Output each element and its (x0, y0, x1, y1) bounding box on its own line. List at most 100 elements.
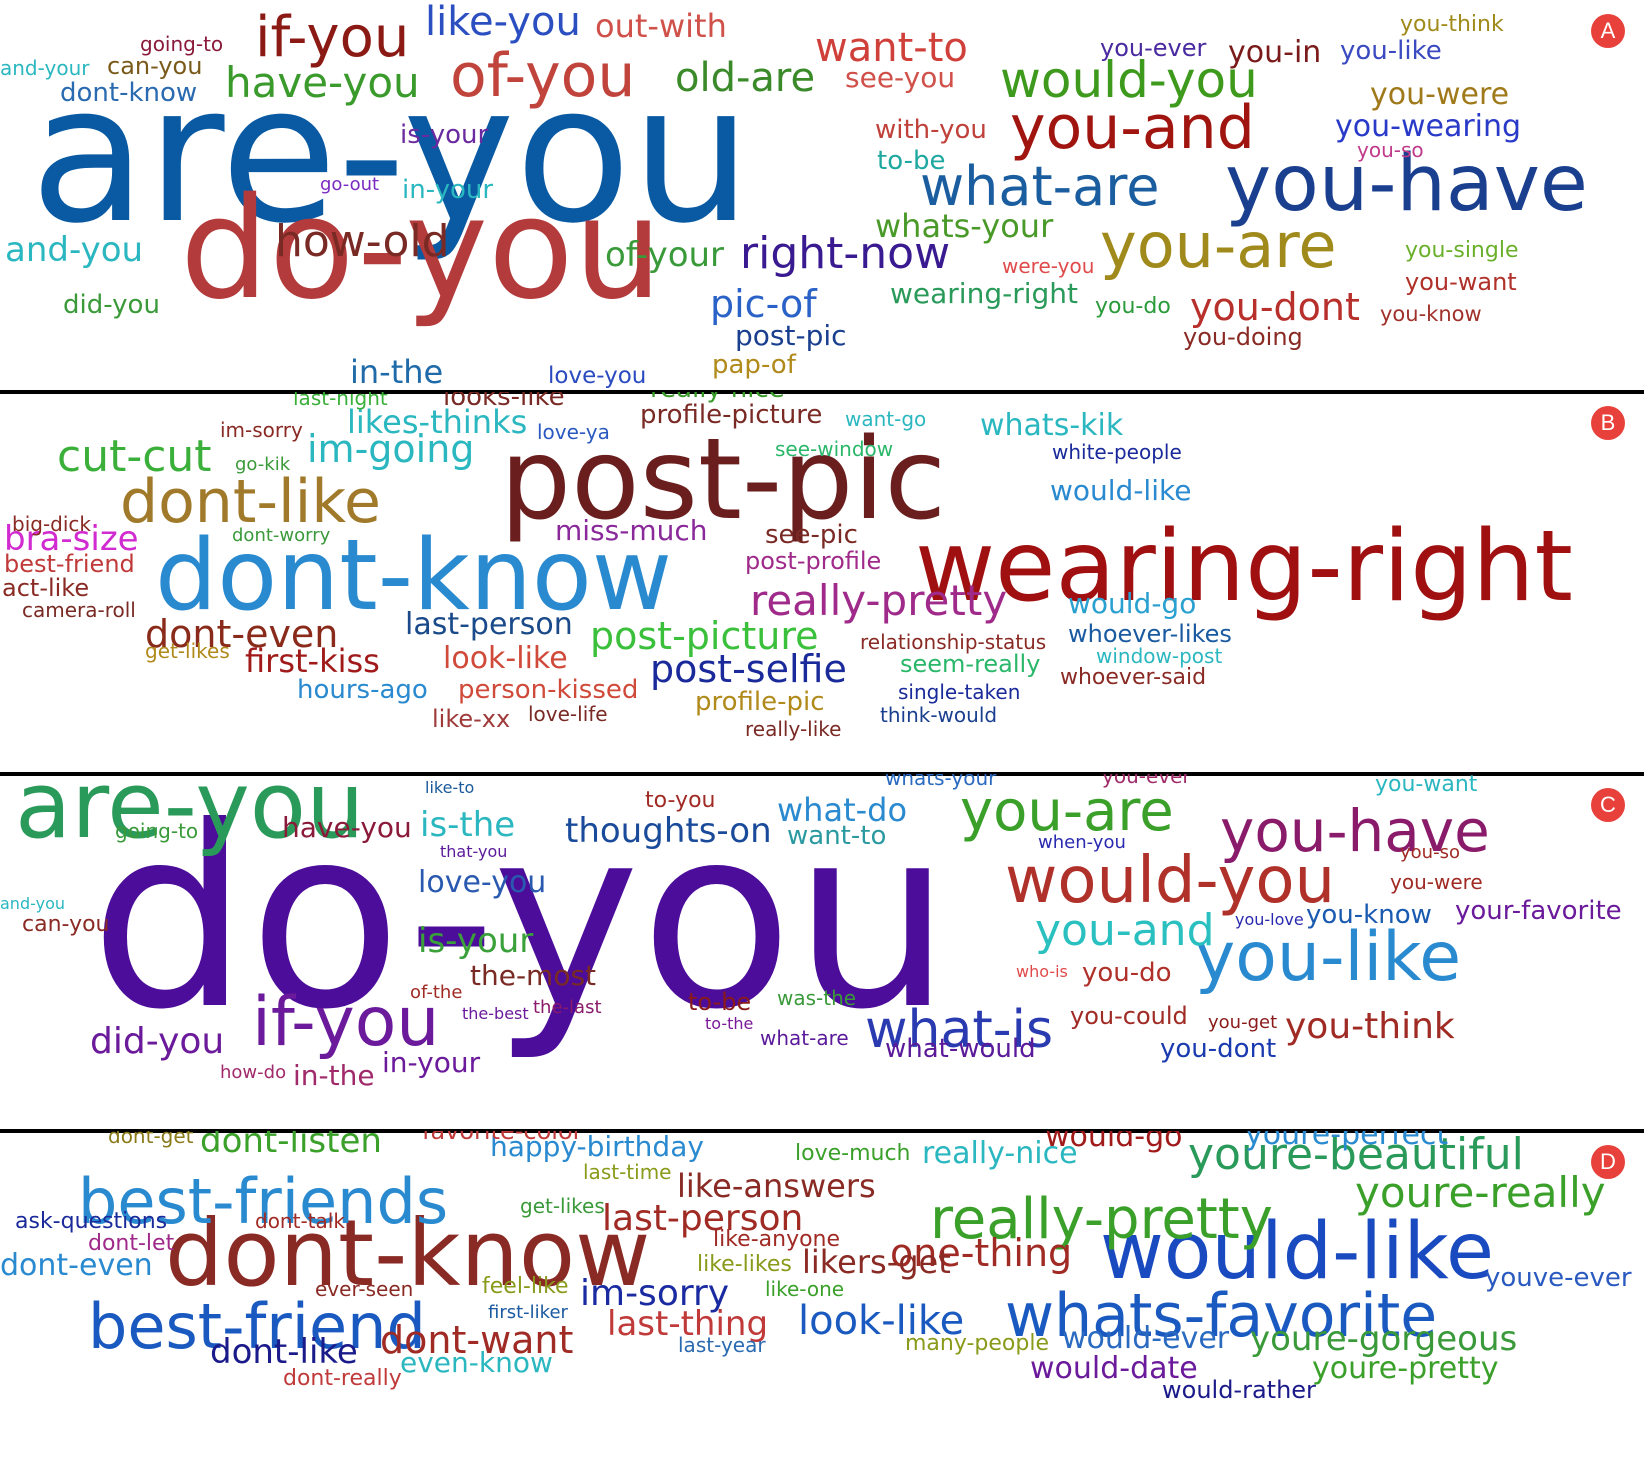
cloud-word: looks-like (443, 392, 565, 412)
cloud-word: is-your (418, 921, 534, 961)
cloud-word: youre-really (1355, 1168, 1606, 1217)
cloud-word: pap-of (712, 350, 796, 380)
cloud-word: really-nice (650, 392, 785, 402)
cloud-word: how-old (275, 216, 450, 267)
cloud-word: go-kik (235, 454, 291, 475)
cloud-word: you-dont (1190, 285, 1360, 329)
cloud-word: if-you (255, 5, 410, 70)
panel-divider (0, 1129, 1644, 1133)
cloud-word: if-you (252, 983, 440, 1062)
cloud-word: first-liker (488, 1302, 568, 1323)
cloud-word: old-are (675, 55, 816, 101)
cloud-word: you-so (1400, 842, 1460, 863)
panel-divider (0, 772, 1644, 776)
cloud-word: of-the (410, 982, 463, 1003)
cloud-word: you-and (1035, 905, 1215, 956)
cloud-word: you-so (1357, 138, 1424, 162)
cloud-word: best-friend (4, 550, 135, 578)
cloud-word: love-ya (537, 420, 610, 444)
cloud-word: and-you (5, 230, 144, 270)
cloud-word: whats-your (875, 207, 1054, 245)
cloud-word: really-nice (922, 1136, 1078, 1171)
cloud-word: would-like (1050, 474, 1192, 507)
cloud-word: going-to (140, 32, 224, 56)
cloud-word: you-know (1380, 302, 1482, 326)
cloud-word: im-going (307, 427, 475, 471)
cloud-word: single-taken (898, 680, 1021, 704)
cloud-word: youre-perfect (1245, 1131, 1449, 1152)
cloud-word: what-is (865, 1000, 1054, 1060)
cloud-word: thoughts-on (565, 811, 772, 851)
cloud-word: like-you (425, 0, 581, 45)
cloud-word: profile-pic (695, 687, 825, 717)
cloud-word: dont-want (380, 1318, 574, 1362)
panel-divider (0, 390, 1644, 394)
cloud-word: last-time (583, 1160, 672, 1184)
cloud-word: that-you (440, 842, 508, 861)
cloud-word: post-picture (590, 614, 819, 658)
cloud-word: in-your (382, 1046, 481, 1079)
cloud-word: to-the (705, 1014, 754, 1033)
cloud-word: see-window (775, 437, 894, 461)
cloud-word: you-do (1095, 294, 1171, 319)
cloud-word: love-life (528, 702, 608, 726)
cloud-word: can-you (107, 52, 203, 80)
cloud-word: seem-really (900, 650, 1041, 678)
cloud-word: would-rather (1162, 1376, 1316, 1404)
cloud-word: you-ever (1102, 774, 1191, 788)
cloud-word: youre-beautiful (1188, 1131, 1524, 1180)
cloud-word: camera-roll (22, 598, 136, 622)
cloud-word: of-your (605, 235, 725, 275)
cloud-word: even-know (400, 1346, 553, 1379)
cloud-word: would-you (1005, 844, 1336, 918)
panel-label-badge: B (1591, 406, 1625, 440)
cloud-word: dont-worry (232, 525, 331, 546)
cloud-word: dont-like (210, 1332, 358, 1372)
cloud-word: you-get (1208, 1012, 1278, 1033)
cloud-word: did-you (90, 1021, 225, 1062)
cloud-word: post-pic (500, 415, 947, 545)
cloud-word: you-were (1370, 77, 1510, 112)
cloud-word: best-friend (88, 1290, 426, 1363)
cloud-word: to-be (877, 146, 946, 176)
cloud-word: are-you (15, 774, 365, 859)
cloud-word: see-pic (765, 520, 858, 550)
cloud-word: last-person (602, 1198, 804, 1239)
cloud-word: favorite-color (422, 1131, 583, 1145)
cloud-word: last-person (405, 607, 573, 642)
cloud-word: look-like (798, 1298, 965, 1344)
cloud-word: white-people (1052, 440, 1182, 464)
cloud-word: would-ever (1062, 1321, 1230, 1356)
cloud-word: think-would (880, 703, 998, 727)
word-cloud-panel-a: are-you do-you you-have you-are you-and what-… (0, 0, 1644, 392)
cloud-word: you-doing (1183, 323, 1303, 351)
cloud-word: many-people (905, 1331, 1049, 1356)
cloud-word: see-you (845, 61, 956, 94)
cloud-word: when-you (1038, 832, 1126, 853)
cloud-word: like-to (425, 778, 475, 797)
cloud-word: hours-ago (297, 675, 428, 705)
cloud-word: is-the (420, 805, 516, 845)
cloud-word: would-go (1045, 1131, 1183, 1154)
cloud-word: you-are (960, 779, 1174, 844)
cloud-word: dont-talk (255, 1209, 345, 1233)
cloud-word: who-is (1016, 962, 1068, 981)
cloud-word: last-year (678, 1333, 766, 1357)
cloud-word: in-the (350, 353, 444, 391)
cloud-word: like-one (765, 1277, 845, 1301)
cloud-word: want-to (787, 821, 887, 851)
cloud-word: are-you (30, 44, 752, 265)
cloud-word: post-selfie (650, 647, 847, 691)
cloud-word: in-your (402, 175, 494, 205)
cloud-word: you-like (1340, 36, 1442, 66)
panel-label-badge: A (1591, 14, 1625, 48)
cloud-word: one-thing (890, 1231, 1073, 1275)
cloud-word: you-dont (1160, 1034, 1277, 1064)
cloud-word: wearing-right (890, 277, 1078, 310)
cloud-word: of-you (450, 41, 636, 111)
cloud-word: would-date (1030, 1351, 1198, 1386)
cloud-word: like-answers (677, 1167, 876, 1205)
cloud-word: you-have (1220, 797, 1490, 865)
cloud-word: dont-really (283, 1366, 402, 1391)
cloud-word: go-out (320, 174, 380, 195)
